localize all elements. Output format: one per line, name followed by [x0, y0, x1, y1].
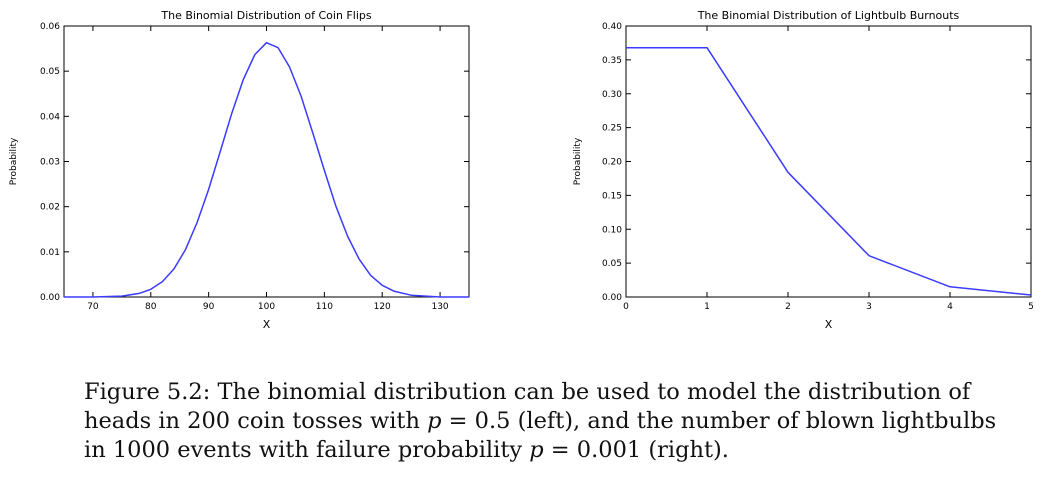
y-tick-label: 0.40 — [602, 22, 622, 32]
x-tick-label: 120 — [374, 302, 391, 312]
y-tick-label: 0.15 — [602, 191, 622, 201]
y-tick-label: 0.05 — [602, 259, 622, 269]
x-tick-label: 70 — [87, 302, 99, 312]
x-tick-label: 1 — [704, 302, 710, 312]
y-tick-label: 0.03 — [40, 158, 60, 168]
y-tick-label: 0.05 — [40, 67, 60, 77]
series-line — [64, 41, 469, 298]
y-tick-label: 0.00 — [602, 293, 622, 303]
chart-title: The Binomial Distribution of Lightbulb B… — [697, 9, 960, 22]
tick-group: 0 1 2 3 4 5 0.00 0.05 0.10 0.15 0.20 0.25 0.30 0.35 0.… — [602, 22, 1034, 312]
x-axis-label: X — [825, 318, 833, 331]
y-tick-label: 0.04 — [40, 112, 60, 122]
y-tick-label: 0.10 — [602, 225, 622, 235]
y-tick-label: 0.20 — [602, 158, 622, 168]
figure-caption: Figure 5.2: The binomial distribution ca… — [84, 378, 1024, 465]
y-tick-label: 0.30 — [602, 90, 622, 100]
caption-text: Figure 5.2: The binomial distribution ca… — [84, 379, 971, 434]
y-tick-label: 0.35 — [602, 56, 622, 66]
lightbulb-burnouts-chart: The Binomial Distribution of Lightbulb B… — [573, 9, 1034, 331]
x-tick-label: 110 — [316, 302, 333, 312]
y-axis-label: Probability — [573, 137, 583, 185]
caption-variable: p — [529, 437, 544, 463]
tick-group: 70 80 90 100 110 120 130 0.00 0.01 0.02 0.03 0.04 0.… — [40, 22, 469, 312]
x-tick-label: 0 — [623, 302, 629, 312]
plot-frame — [63, 25, 470, 298]
coin-flips-chart: The Binomial Distribution of Coin Flips … — [9, 9, 470, 331]
y-tick-label: 0.01 — [40, 248, 60, 258]
y-axis-label: Probability — [9, 137, 19, 185]
caption-variable: p — [427, 408, 442, 434]
y-tick-label: 0.00 — [40, 293, 60, 303]
y-tick-label: 0.02 — [40, 203, 60, 213]
x-tick-label: 90 — [203, 302, 215, 312]
y-tick-label: 0.25 — [602, 124, 622, 134]
x-tick-label: 2 — [785, 302, 791, 312]
series-group — [64, 41, 469, 298]
caption-text: = 0.5 (left), and the number of blown li… — [84, 408, 997, 463]
x-tick-label: 5 — [1028, 302, 1034, 312]
x-axis-label: X — [263, 318, 271, 331]
caption-text: = 0.001 (right). — [543, 437, 729, 463]
x-tick-label: 80 — [145, 302, 157, 312]
series-group — [626, 46, 1032, 296]
x-tick-label: 4 — [947, 302, 953, 312]
series-line — [626, 46, 1032, 296]
x-tick-label: 3 — [866, 302, 872, 312]
x-tick-label: 100 — [258, 302, 275, 312]
x-tick-label: 130 — [431, 302, 448, 312]
y-tick-label: 0.06 — [40, 22, 60, 32]
plot-frame — [625, 25, 1032, 298]
chart-title: The Binomial Distribution of Coin Flips — [160, 9, 371, 22]
